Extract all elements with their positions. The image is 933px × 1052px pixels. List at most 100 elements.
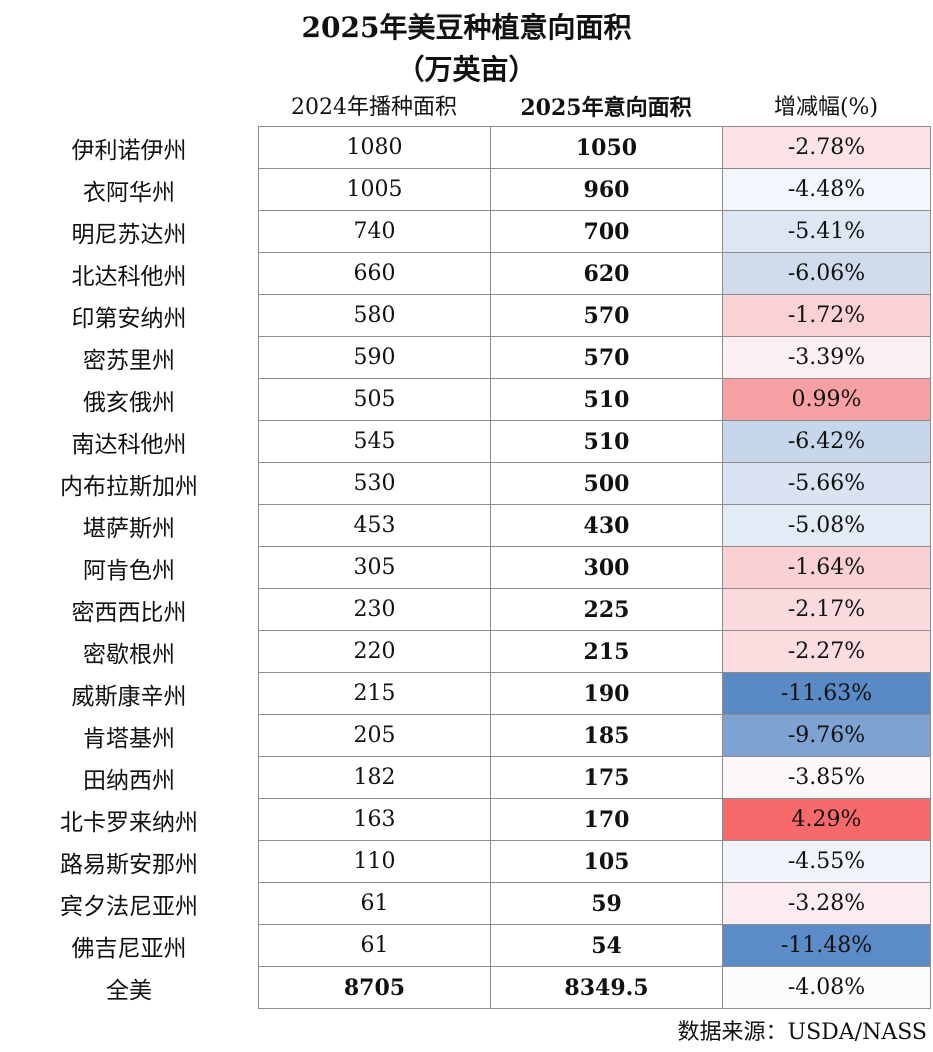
change-cell: -5.08% bbox=[722, 504, 931, 547]
state-cell: 肯塔基州 bbox=[83, 725, 175, 752]
area-2024-cell: 530 bbox=[258, 462, 491, 505]
change-cell: -4.55% bbox=[722, 840, 931, 883]
change-cell: -11.48% bbox=[722, 924, 931, 967]
table-row: 北卡罗来纳州 163 170 4.29% bbox=[0, 798, 931, 841]
area-2025-cell: 700 bbox=[490, 210, 723, 253]
state-cell: 全美 bbox=[106, 977, 152, 1004]
area-2025-cell: 175 bbox=[490, 756, 723, 799]
area-2025-cell: 500 bbox=[490, 462, 723, 505]
change-cell: -4.08% bbox=[722, 966, 931, 1009]
area-2024-cell: 205 bbox=[258, 714, 491, 757]
area-2025-cell: 1050 bbox=[490, 126, 723, 169]
change-cell: 4.29% bbox=[722, 798, 931, 841]
area-2024-cell: 220 bbox=[258, 630, 491, 673]
table-title: 2025年美豆种植意向面积 bbox=[301, 11, 632, 44]
table-row: 南达科他州 545 510 -6.42% bbox=[0, 420, 931, 463]
header-change-pct: 增减幅(%) bbox=[773, 95, 879, 120]
state-cell: 路易斯安那州 bbox=[60, 851, 198, 878]
area-2024-cell: 8705 bbox=[258, 966, 491, 1009]
area-2024-cell: 110 bbox=[258, 840, 491, 883]
area-2025-cell: 620 bbox=[490, 252, 723, 295]
state-cell: 内布拉斯加州 bbox=[60, 473, 198, 500]
state-cell: 密歇根州 bbox=[83, 641, 175, 668]
area-2024-cell: 61 bbox=[258, 882, 491, 925]
state-cell: 衣阿华州 bbox=[83, 179, 175, 206]
area-2025-cell: 8349.5 bbox=[490, 966, 723, 1009]
table-row: 阿肯色州 305 300 -1.64% bbox=[0, 546, 931, 589]
area-2025-cell: 570 bbox=[490, 294, 723, 337]
change-cell: -1.64% bbox=[722, 546, 931, 589]
state-cell: 密西西比州 bbox=[71, 599, 187, 626]
state-cell: 田纳西州 bbox=[83, 767, 175, 794]
table-row: 田纳西州 182 175 -3.85% bbox=[0, 756, 931, 799]
area-2025-cell: 225 bbox=[490, 588, 723, 631]
state-cell: 北卡罗来纳州 bbox=[60, 809, 198, 836]
state-cell: 宾夕法尼亚州 bbox=[60, 893, 198, 920]
change-cell: -5.66% bbox=[722, 462, 931, 505]
area-2024-cell: 163 bbox=[258, 798, 491, 841]
table-row: 北达科他州 660 620 -6.06% bbox=[0, 252, 931, 295]
total-row: 全美 8705 8349.5 -4.08% bbox=[0, 966, 931, 1009]
change-cell: -1.72% bbox=[722, 294, 931, 337]
area-2024-cell: 580 bbox=[258, 294, 491, 337]
area-2024-cell: 740 bbox=[258, 210, 491, 253]
change-cell: -3.28% bbox=[722, 882, 931, 925]
table-row: 路易斯安那州 110 105 -4.55% bbox=[0, 840, 931, 883]
area-2025-cell: 59 bbox=[490, 882, 723, 925]
area-2025-cell: 185 bbox=[490, 714, 723, 757]
area-2024-cell: 1080 bbox=[258, 126, 491, 169]
table-row: 威斯康辛州 215 190 -11.63% bbox=[0, 672, 931, 715]
change-cell: -2.27% bbox=[722, 630, 931, 673]
state-cell: 俄亥俄州 bbox=[83, 389, 175, 416]
area-2025-cell: 215 bbox=[490, 630, 723, 673]
area-2025-cell: 510 bbox=[490, 420, 723, 463]
change-cell: -3.39% bbox=[722, 336, 931, 379]
table-row: 密西西比州 230 225 -2.17% bbox=[0, 588, 931, 631]
table-row: 堪萨斯州 453 430 -5.08% bbox=[0, 504, 931, 547]
area-2025-cell: 960 bbox=[490, 168, 723, 211]
change-cell: -2.17% bbox=[722, 588, 931, 631]
area-2024-cell: 305 bbox=[258, 546, 491, 589]
change-cell: -6.06% bbox=[722, 252, 931, 295]
change-cell: -2.78% bbox=[722, 126, 931, 169]
state-cell: 阿肯色州 bbox=[83, 557, 175, 584]
table-row: 印第安纳州 580 570 -1.72% bbox=[0, 294, 931, 337]
state-cell: 堪萨斯州 bbox=[83, 515, 175, 542]
area-2024-cell: 182 bbox=[258, 756, 491, 799]
area-2024-cell: 660 bbox=[258, 252, 491, 295]
change-cell: -11.63% bbox=[722, 672, 931, 715]
table-row: 密苏里州 590 570 -3.39% bbox=[0, 336, 931, 379]
table-row: 宾夕法尼亚州 61 59 -3.28% bbox=[0, 882, 931, 925]
area-2025-cell: 570 bbox=[490, 336, 723, 379]
table-row: 内布拉斯加州 530 500 -5.66% bbox=[0, 462, 931, 505]
change-cell: -4.48% bbox=[722, 168, 931, 211]
area-2024-cell: 1005 bbox=[258, 168, 491, 211]
change-cell: 0.99% bbox=[722, 378, 931, 421]
change-cell: -9.76% bbox=[722, 714, 931, 757]
state-cell: 北达科他州 bbox=[71, 263, 187, 290]
area-2024-cell: 505 bbox=[258, 378, 491, 421]
area-2025-cell: 170 bbox=[490, 798, 723, 841]
state-cell: 威斯康辛州 bbox=[71, 683, 187, 710]
table-row: 明尼苏达州 740 700 -5.41% bbox=[0, 210, 931, 253]
area-2025-cell: 190 bbox=[490, 672, 723, 715]
table-row: 衣阿华州 1005 960 -4.48% bbox=[0, 168, 931, 211]
header-2025-intended: 2025年意向面积 bbox=[520, 95, 692, 121]
table-row: 佛吉尼亚州 61 54 -11.48% bbox=[0, 924, 931, 967]
area-2025-cell: 510 bbox=[490, 378, 723, 421]
change-cell: -3.85% bbox=[722, 756, 931, 799]
table-row: 肯塔基州 205 185 -9.76% bbox=[0, 714, 931, 757]
state-cell: 印第安纳州 bbox=[71, 305, 187, 332]
table-row: 俄亥俄州 505 510 0.99% bbox=[0, 378, 931, 421]
state-cell: 明尼苏达州 bbox=[71, 221, 187, 248]
table-row: 密歇根州 220 215 -2.27% bbox=[0, 630, 931, 673]
table-row: 伊利诺伊州 1080 1050 -2.78% bbox=[0, 126, 931, 169]
state-cell: 密苏里州 bbox=[83, 347, 175, 374]
area-2024-cell: 230 bbox=[258, 588, 491, 631]
area-2024-cell: 61 bbox=[258, 924, 491, 967]
data-source: 数据来源：USDA/NASS bbox=[677, 1020, 927, 1045]
area-2025-cell: 54 bbox=[490, 924, 723, 967]
area-2024-cell: 453 bbox=[258, 504, 491, 547]
area-2025-cell: 300 bbox=[490, 546, 723, 589]
area-2024-cell: 545 bbox=[258, 420, 491, 463]
